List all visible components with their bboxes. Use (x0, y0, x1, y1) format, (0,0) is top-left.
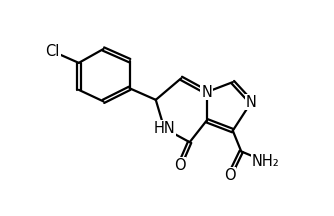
Text: N: N (246, 95, 257, 110)
Text: NH₂: NH₂ (251, 154, 279, 169)
Text: Cl: Cl (45, 44, 60, 59)
Text: HN: HN (153, 121, 175, 136)
Text: O: O (174, 158, 185, 173)
Text: N: N (201, 85, 212, 100)
Text: O: O (224, 168, 235, 183)
